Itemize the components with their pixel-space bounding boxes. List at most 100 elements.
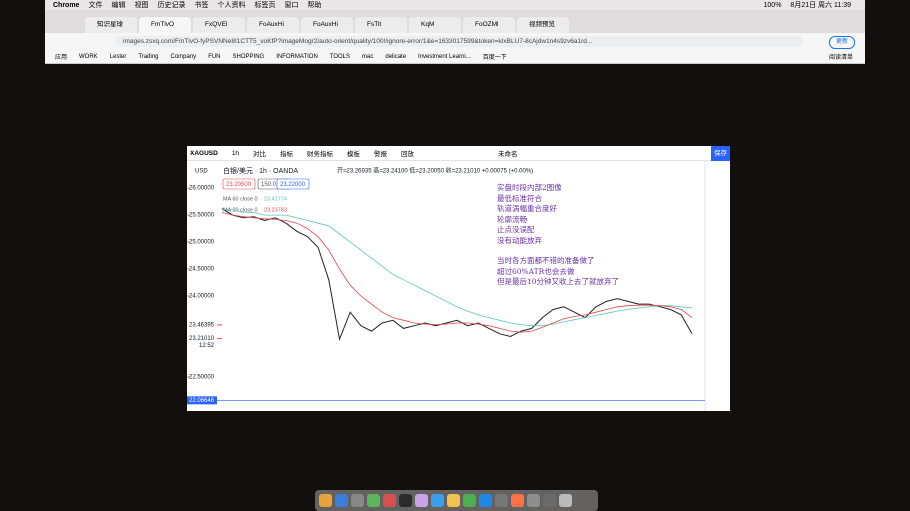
annotation-line: 没有动能放弃	[497, 235, 542, 245]
dock-icon[interactable]	[479, 494, 492, 507]
dock-icon[interactable]	[431, 494, 444, 507]
dock-icon[interactable]	[511, 494, 524, 507]
menu-bar: Chrome 文件 编辑 视图 历史记录 书签 个人资料 标签页 窗口 帮助 100% 8月21…	[45, 0, 865, 10]
countdown: 12:52	[199, 343, 215, 349]
legend-text: 开=23.26935 高=23.24100 低=23.20050 收=23.21…	[337, 167, 533, 175]
dock-icon[interactable]	[351, 494, 364, 507]
layout-name: 未命名	[498, 151, 518, 158]
save-button: 保存	[711, 146, 730, 161]
toolbar-item[interactable]: 指标	[280, 151, 294, 158]
toolbar-item[interactable]: 财务指标	[307, 151, 334, 158]
bookmark[interactable]: Company	[170, 53, 197, 60]
toolbar-item[interactable]: 模板	[347, 151, 361, 158]
annotation-line: 当时各方面都不错的准备做了	[497, 256, 595, 265]
quote-box	[222, 178, 256, 190]
dock-icon[interactable]	[447, 494, 460, 507]
legend-text: MA 20 close 0	[223, 207, 258, 213]
annotation: 实盘时段内部2图像 最低标准符合 轨道涡幅重合度好 轮廓流畅 止点没误配 没有动能放弃 当时…	[497, 183, 619, 288]
bookmark[interactable]: INFORMATION	[276, 53, 318, 60]
tab[interactable]: FsTit	[355, 17, 407, 33]
y-tick-label: 26.00000	[189, 186, 215, 192]
dock-icon[interactable]	[543, 494, 556, 507]
chart-image: XAGUSD 1h 对比 指标 财务指标 模板 警报 回放 未命名 保存 23.20500…	[187, 146, 730, 411]
symbol: XAGUSD	[190, 149, 218, 157]
legend-text: 23.23783	[264, 207, 287, 213]
clock: 8月21日 周六 11:39	[790, 2, 851, 9]
menu-item[interactable]: 书签	[194, 2, 209, 9]
toolbar-item[interactable]: 对比	[253, 151, 267, 158]
plot: 23.20500 150.0 23.22000 白银/美元 · 1h · OANDA 开…	[187, 161, 706, 411]
tab[interactable]: FoAuxHi	[247, 17, 299, 33]
series-line	[222, 209, 693, 327]
bookmark[interactable]: Trading	[138, 53, 159, 60]
menu-item[interactable]: 窗口	[284, 2, 299, 9]
tab[interactable]: FoAuxHi	[301, 17, 353, 33]
menu-item[interactable]: 标签页	[254, 2, 276, 9]
y-tick-label: 25.00000	[189, 240, 215, 246]
dock-icon[interactable]	[463, 494, 476, 507]
tab[interactable]: FxQVEl	[193, 17, 245, 33]
bookmark[interactable]: delicate	[385, 53, 407, 60]
legend-text: 23.41774	[264, 196, 287, 202]
dock-icon[interactable]	[415, 494, 428, 507]
tab[interactable]: 知识星球	[85, 17, 137, 33]
price-badge	[187, 396, 217, 405]
menu-item[interactable]: 视图	[134, 2, 149, 9]
toolbar-item[interactable]: 回放	[401, 151, 415, 158]
annotation-line: 最低标准符合	[497, 193, 542, 203]
url[interactable]: images.zsxq.com/FmTlvO-fyPSVNNe8I1CTT5_v…	[115, 36, 803, 47]
interval: 1h	[231, 149, 240, 157]
address-bar: images.zsxq.com/FmTlvO-fyPSVNNe8I1CTT5_v…	[45, 33, 865, 50]
app-name: Chrome	[53, 1, 80, 9]
price-label: 22.06646	[189, 398, 215, 404]
bookmark[interactable]: SHOPPING	[232, 53, 265, 60]
dock-icon[interactable]	[399, 494, 412, 507]
dock-icon[interactable]	[495, 494, 508, 507]
annotation-line: 轮廓流畅	[497, 214, 527, 224]
dock-icon[interactable]	[319, 494, 332, 507]
annotation-line: 实盘时段内部2图像	[497, 183, 562, 192]
bookmark[interactable]: WORK	[79, 53, 98, 60]
bookmark[interactable]: FUN	[208, 53, 221, 60]
series-line	[221, 208, 693, 342]
menu-item[interactable]: 文件	[88, 2, 103, 9]
y-tick-label: 22.50000	[189, 375, 215, 381]
menu-item[interactable]: 帮助	[307, 2, 322, 9]
menu-item[interactable]: 个人资料	[217, 2, 246, 9]
dock-icon[interactable]	[559, 494, 572, 507]
dock	[315, 490, 598, 511]
price-label: 23.21010	[189, 336, 215, 342]
series-line	[221, 212, 693, 333]
bookmark[interactable]: 百度一下	[482, 55, 507, 61]
chart-toolbar: XAGUSD 1h 对比 指标 财务指标 模板 警报 回放 未命名	[187, 146, 730, 161]
y-tick-label: 24.50000	[189, 267, 215, 273]
bookmarks-bar: 应用 WORK Lester Trading Company FUN SHOPPING INF…	[45, 50, 865, 64]
menu-item[interactable]: 历史记录	[157, 2, 186, 9]
reading-list[interactable]: 阅读清单	[828, 55, 853, 61]
bookmark[interactable]: Lester	[109, 53, 127, 60]
quote: 150.0	[261, 182, 277, 188]
tab[interactable]: FoOZMl	[463, 17, 515, 33]
tab-bar: 知识星球 FmTlvO FxQVEl FoAuxHi FoAuxHi FsTit KqM Fo…	[45, 10, 865, 33]
quote-box	[276, 178, 310, 190]
update-button[interactable]: 更新	[829, 36, 855, 49]
bookmark[interactable]: mac	[362, 53, 374, 60]
tab[interactable]: KqM	[409, 17, 461, 33]
quote: 23.20500	[226, 182, 252, 188]
bookmark[interactable]: Investment Learni...	[418, 53, 471, 60]
dock-icon[interactable]	[335, 494, 348, 507]
dock-icon[interactable]	[527, 494, 540, 507]
bookmark[interactable]: TOOLS	[329, 53, 351, 60]
tab[interactable]: FmTlvO	[139, 17, 191, 33]
annotation-line: 轨道涡幅重合度好	[497, 204, 557, 213]
dock-icon[interactable]	[367, 494, 380, 507]
menu-item[interactable]: 编辑	[111, 2, 126, 9]
quote: 23.22000	[280, 182, 306, 188]
dock-icon[interactable]	[383, 494, 396, 507]
toolbar-item[interactable]: 警报	[374, 151, 388, 158]
tab[interactable]: 视频预览	[517, 17, 569, 33]
bookmark[interactable]: 应用	[55, 55, 68, 61]
legend-text: MA 60 close 0	[223, 196, 258, 202]
annotation-line: 超过60%ATR也会去做	[497, 266, 575, 276]
